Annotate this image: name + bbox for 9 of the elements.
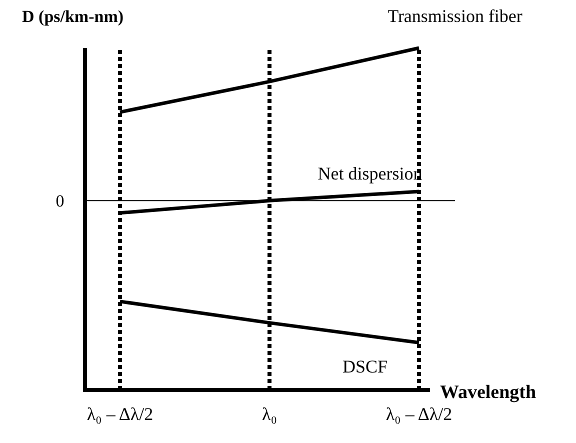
x-tick-label: λ₀ <box>262 404 278 424</box>
series-label: Transmission fiber <box>388 6 522 26</box>
y-axis-title: D (ps/km-nm) <box>22 7 124 26</box>
series-label: Net dispersion <box>318 164 422 184</box>
ref-line-label: 0 <box>56 192 64 211</box>
x-axis-title: Wavelength <box>440 382 536 403</box>
x-tick-label: λ₀ – Δλ/2 <box>386 404 452 424</box>
x-tick-label: λ₀ – Δλ/2 <box>86 404 154 424</box>
series-label: DSCF <box>342 356 388 377</box>
